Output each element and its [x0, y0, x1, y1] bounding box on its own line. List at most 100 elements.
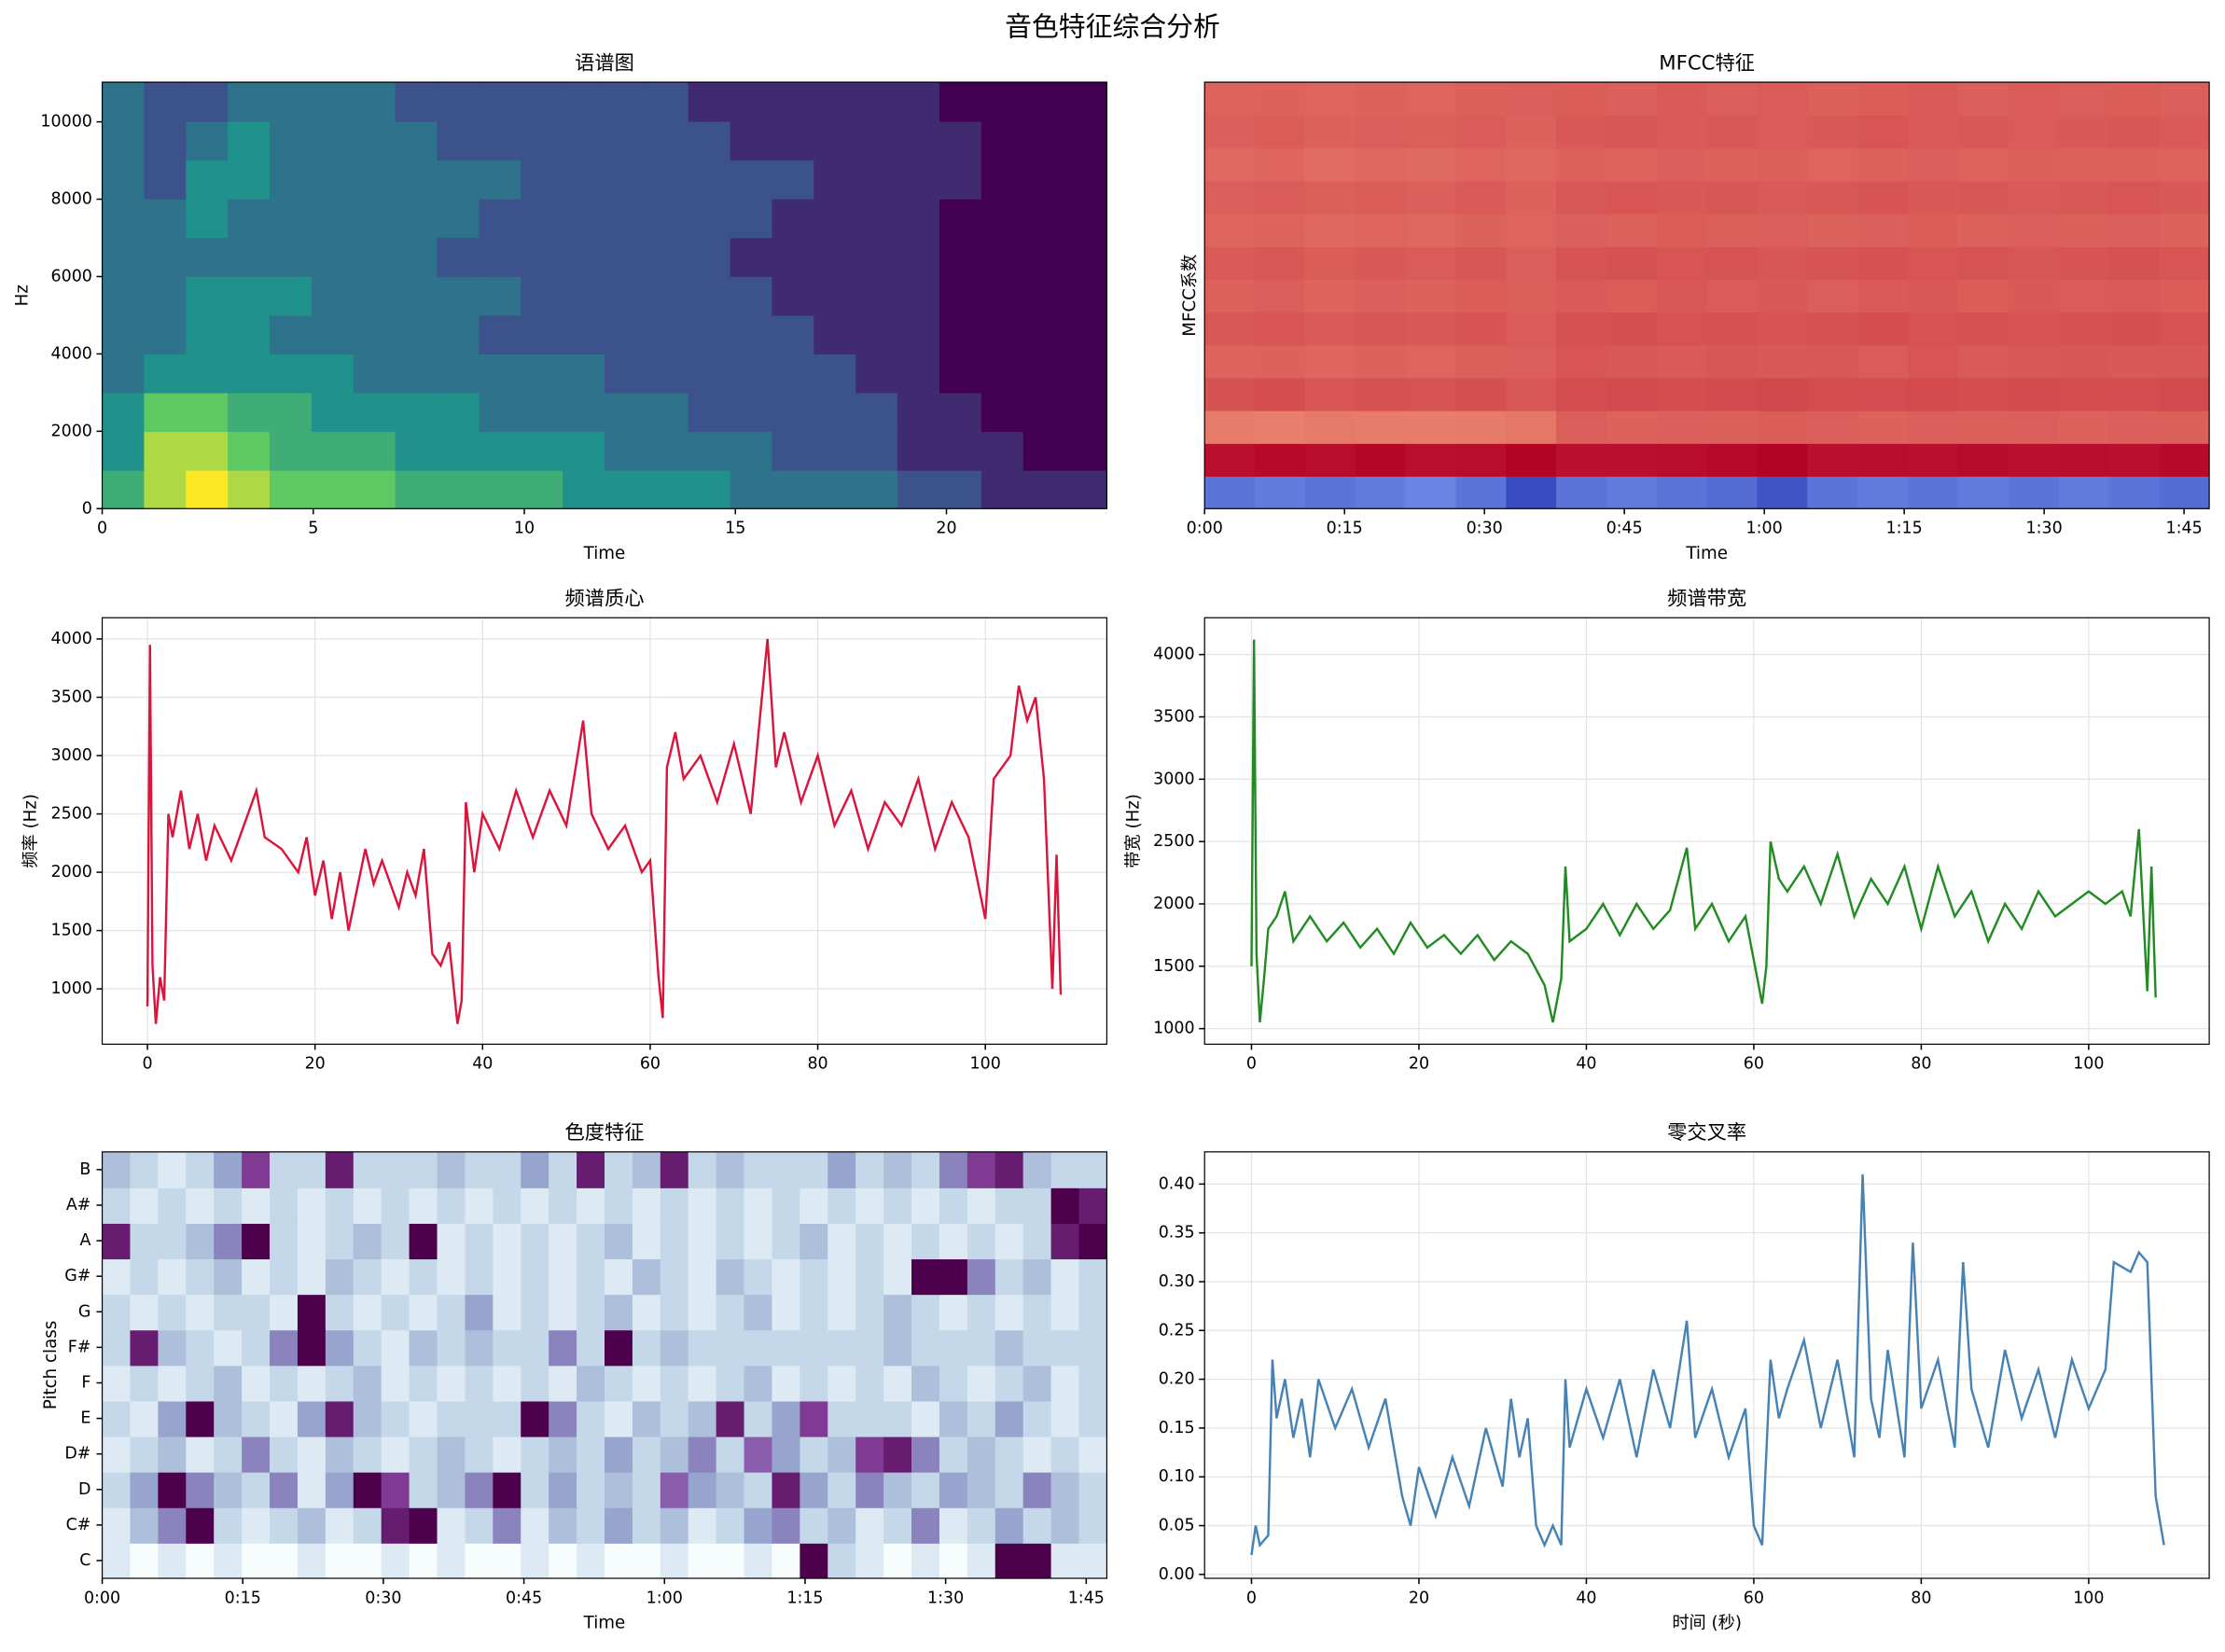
heatmap-cell [897, 392, 940, 433]
heatmap-cell [311, 354, 355, 394]
heatmap-cell [1556, 82, 1607, 117]
heatmap-cell [186, 354, 229, 394]
heatmap-cell [911, 1151, 940, 1188]
heatmap-cell [646, 237, 689, 277]
heatmap-cell [897, 431, 940, 471]
heatmap-cell [1556, 312, 1607, 346]
x-tick-label: 1:30 [927, 1589, 964, 1607]
heatmap-cell [2159, 147, 2210, 182]
heatmap-cell [493, 1400, 522, 1437]
heatmap-cell [1757, 213, 1809, 247]
heatmap-cell [228, 392, 271, 433]
heatmap-cell [549, 1436, 577, 1473]
heatmap-cell [1908, 377, 1959, 411]
heatmap-cell [242, 1506, 271, 1544]
heatmap-cell [966, 1294, 996, 1331]
heatmap-cell [409, 1223, 438, 1260]
heatmap-cell [1757, 245, 1809, 281]
heatmap-cell [102, 198, 146, 239]
heatmap-cell [730, 275, 773, 316]
heatmap-cell [2159, 377, 2210, 411]
heatmap-cell [855, 1187, 885, 1224]
heatmap-cell [214, 1329, 243, 1367]
heatmap-cell [1405, 442, 1457, 478]
heatmap-cell [158, 1542, 188, 1579]
heatmap-cell [214, 1258, 243, 1296]
heatmap-cell [2159, 476, 2210, 509]
heatmap-cell [144, 120, 188, 161]
heatmap-cell [855, 275, 898, 316]
heatmap-cell [772, 1294, 801, 1331]
heatmap-cell [130, 1151, 160, 1188]
heatmap-cell [228, 275, 271, 316]
heatmap-cell [1355, 476, 1407, 509]
x-tick-label: 1:00 [1746, 520, 1783, 538]
heatmap-cell [1957, 147, 2009, 182]
heatmap-cell [395, 275, 438, 316]
heatmap-cell [688, 82, 731, 122]
heatmap-cell [270, 1223, 299, 1260]
heatmap-cell [688, 1151, 717, 1188]
heatmap-cell [632, 1329, 661, 1367]
y-tick-label: 2500 [1153, 832, 1194, 851]
axes-title: MFCC特征 [1659, 51, 1755, 75]
heatmap-cell [493, 1436, 522, 1473]
heatmap-cell [980, 275, 1024, 316]
y-axis-label: Pitch class [41, 1321, 61, 1409]
heatmap-cell [2008, 442, 2060, 478]
heatmap-cell [604, 1223, 633, 1260]
heatmap-cell [577, 1294, 605, 1331]
heatmap-cell [186, 1258, 216, 1296]
heatmap-cell [827, 1294, 857, 1331]
heatmap-cell [409, 1542, 438, 1579]
heatmap-cell [2008, 312, 2060, 346]
heatmap-cell [1455, 377, 1508, 411]
heatmap-cell [1606, 279, 1658, 313]
heatmap-cell [1255, 442, 1306, 478]
y-tick-label: C# [66, 1516, 91, 1534]
heatmap-cell [521, 431, 564, 471]
heatmap-cell [1355, 115, 1407, 149]
heatmap-cell [688, 469, 731, 509]
heatmap-cell [772, 1542, 801, 1579]
x-tick-label: 40 [1576, 1055, 1596, 1074]
y-tick-label: B [79, 1160, 90, 1179]
heatmap-cell [353, 1258, 382, 1296]
heatmap-cell [465, 1151, 494, 1188]
heatmap-cell [1050, 1436, 1080, 1473]
heatmap-cell [688, 1471, 717, 1508]
heatmap-cell [994, 1365, 1024, 1402]
heatmap-cell [1204, 245, 1256, 281]
y-tick-label: 1000 [50, 979, 91, 998]
heatmap-cell [1355, 279, 1407, 313]
heatmap-cell [1355, 82, 1407, 117]
y-tick-label: 4000 [1153, 646, 1194, 664]
heatmap-cell [800, 1400, 829, 1437]
heatmap-cell [1807, 442, 1859, 478]
heatmap-cell [1908, 180, 1959, 215]
heatmap-cell [827, 1151, 857, 1188]
heatmap-cell [144, 275, 188, 316]
heatmap-cell [1022, 237, 1066, 277]
axes-title: 色度特征 [564, 1121, 644, 1145]
heatmap-cell [144, 237, 188, 277]
heatmap-cell [1204, 115, 1256, 149]
heatmap-cell [549, 1542, 577, 1579]
heatmap-cell [827, 1187, 857, 1224]
heatmap-cell [911, 1506, 940, 1544]
heatmap-cell [381, 1258, 410, 1296]
heatmap-cell [966, 1542, 996, 1579]
heatmap-cell [493, 1542, 522, 1579]
heatmap-cell [897, 275, 940, 316]
heatmap-cell [1255, 82, 1306, 117]
heatmap-cell [297, 1329, 327, 1367]
heatmap-cell [604, 1151, 633, 1188]
heatmap-cell [772, 1506, 801, 1544]
heatmap-cell [437, 1223, 466, 1260]
heatmap-cell [1455, 279, 1508, 313]
heatmap-cell [1304, 442, 1356, 478]
heatmap-cell [577, 1471, 605, 1508]
heatmap-cell [604, 1436, 633, 1473]
heatmap-cell [994, 1294, 1024, 1331]
heatmap-cell [102, 1400, 132, 1437]
